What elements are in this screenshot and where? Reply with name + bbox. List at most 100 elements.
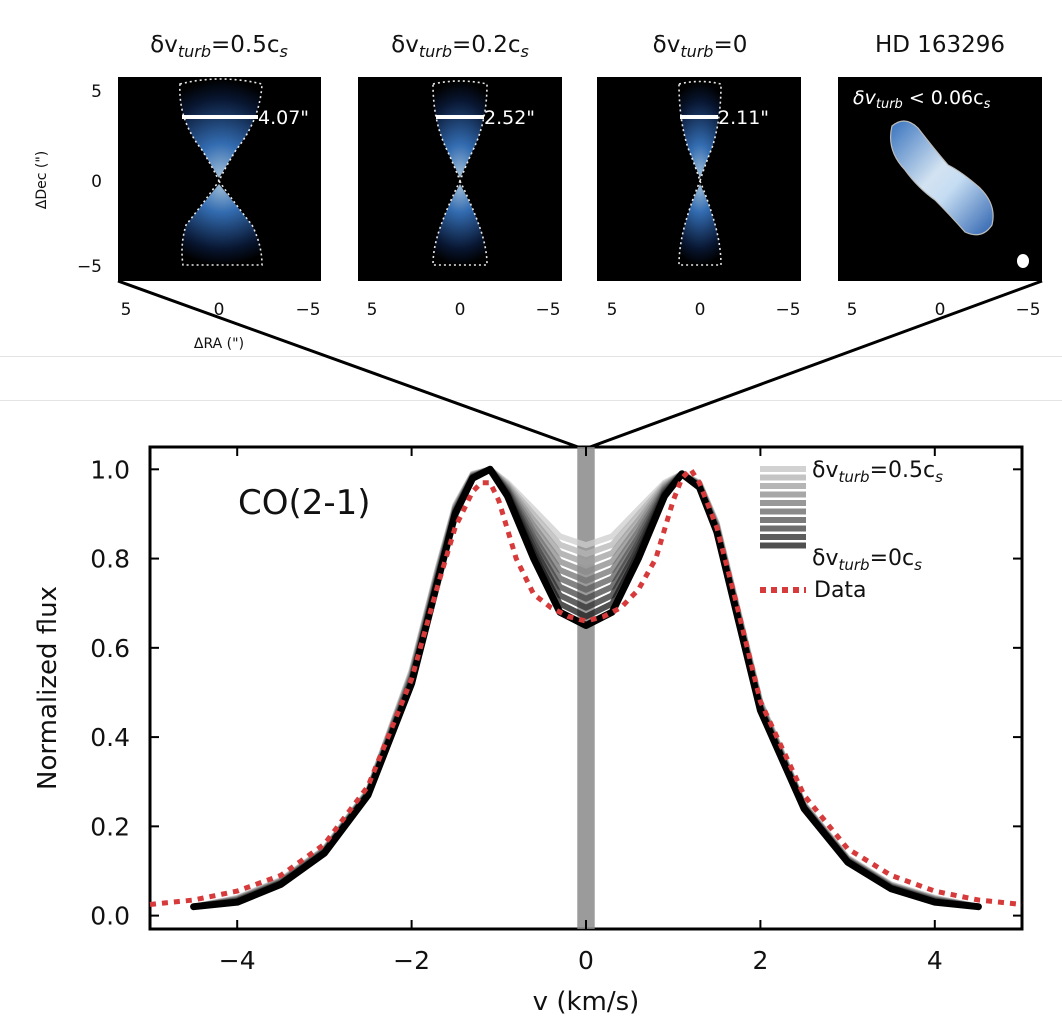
legend-swatch bbox=[760, 474, 806, 481]
band-layer bbox=[577, 447, 595, 929]
upper-separator bbox=[0, 356, 1062, 357]
y-tick-label: 0.8 bbox=[90, 545, 130, 574]
title-suffix: =0.2c bbox=[452, 32, 521, 58]
series-data bbox=[149, 465, 1023, 907]
zoom-line-left bbox=[117, 279, 579, 449]
title-sub: turb bbox=[178, 42, 211, 61]
panel-group: δvturb=0.5cs 4.07" δvturb=0.2cs 2.52" δv… bbox=[34, 32, 1043, 449]
data-layer bbox=[149, 465, 1023, 907]
outflow-lower-lobe bbox=[679, 184, 721, 265]
panel-ytick-top: 5 bbox=[91, 82, 102, 102]
panel-ylabel: ΔDec (") bbox=[34, 151, 50, 209]
x-tick-label: 4 bbox=[927, 946, 943, 975]
chart-annotation: CO(2-1) bbox=[238, 483, 371, 523]
zoom-line-right bbox=[589, 279, 1043, 449]
panel-title: δvturb=0 bbox=[653, 32, 748, 61]
title-suffix: =0 bbox=[713, 32, 747, 58]
legend-top-sub2: s bbox=[935, 468, 943, 486]
ptick-1-mid: 0 bbox=[214, 300, 225, 320]
legend: δvturb=0.5cs δvturb=0cs Data bbox=[760, 458, 943, 603]
inset-prefix: δv bbox=[853, 87, 877, 109]
legend-swatch bbox=[760, 517, 806, 523]
x-tick-label: 2 bbox=[752, 946, 768, 975]
legend-data-label: Data bbox=[814, 578, 867, 603]
title-suffix: =0.5c bbox=[211, 32, 280, 58]
ptick-1-left: 5 bbox=[121, 300, 132, 320]
y-tick-label: 0.2 bbox=[90, 812, 130, 841]
panel-xlabel: ΔRA (") bbox=[194, 336, 244, 352]
width-label: 2.52" bbox=[484, 107, 535, 129]
ptick-2-left: 5 bbox=[367, 300, 378, 320]
width-label: 4.07" bbox=[258, 107, 309, 129]
velocity-band bbox=[577, 447, 595, 929]
legend-gradient-swatches bbox=[760, 466, 806, 549]
ptick-1-right: −5 bbox=[295, 300, 320, 320]
legend-top-label: δvturb=0.5cs bbox=[812, 458, 943, 486]
title-sub: turb bbox=[680, 42, 713, 61]
beam-ellipse bbox=[1017, 254, 1029, 268]
ptick-4-right: −5 bbox=[1015, 300, 1040, 320]
inset-sub2: s bbox=[984, 97, 991, 112]
legend-top-prefix: δv bbox=[812, 458, 838, 483]
legend-bottom-label: δvturb=0cs bbox=[812, 546, 922, 574]
legend-swatch bbox=[760, 500, 806, 506]
panel-title: δvturb=0.5cs bbox=[150, 32, 288, 61]
x-tick-label: −2 bbox=[393, 946, 430, 975]
title-prefix: δv bbox=[653, 32, 681, 58]
inset-sub: turb bbox=[876, 97, 903, 112]
panel-ytick-mid: 0 bbox=[91, 172, 102, 192]
legend-top-suffix: =0.5c bbox=[870, 458, 936, 483]
outflow-upper-lobe bbox=[179, 79, 262, 178]
panel-xticks: 5 0 −5 5 0 −5 5 0 −5 5 0 −5 bbox=[121, 300, 1041, 320]
outflow-upper-lobe bbox=[679, 81, 721, 178]
outflow-contour bbox=[179, 78, 263, 266]
legend-bottom-sub: turb bbox=[838, 556, 869, 574]
title-prefix: δv bbox=[391, 32, 419, 58]
legend-top-sub: turb bbox=[838, 468, 869, 486]
x-tick-label: 0 bbox=[578, 946, 594, 975]
ptick-2-mid: 0 bbox=[455, 300, 466, 320]
width-label: 2.11" bbox=[718, 107, 769, 129]
legend-swatch bbox=[760, 534, 806, 540]
line-chart: −4 −2 0 2 4 0.0 0.2 0.4 0.6 0.8 1.0 CO(2-1) v (km/… bbox=[33, 445, 1024, 1017]
legend-swatch bbox=[760, 525, 806, 532]
lower-separator bbox=[0, 400, 1062, 401]
title-sub: turb bbox=[419, 42, 452, 61]
legend-swatch bbox=[760, 508, 806, 515]
legend-bottom-prefix: δv bbox=[812, 546, 838, 571]
y-tick-label: 0.4 bbox=[90, 723, 130, 752]
panel-turb-0-5: δvturb=0.5cs 4.07" bbox=[118, 32, 321, 281]
title-sub2: s bbox=[280, 42, 288, 61]
inset-mid: < 0.06c bbox=[903, 87, 984, 109]
outflow-upper-lobe bbox=[433, 81, 487, 178]
series-turb-0 bbox=[190, 465, 982, 911]
panel-ytick-bot: −5 bbox=[77, 257, 102, 277]
inset-label: δvturb < 0.06cs bbox=[853, 87, 991, 112]
ptick-4-left: 5 bbox=[847, 300, 858, 320]
title-prefix: δv bbox=[150, 32, 178, 58]
outflow-contour bbox=[678, 80, 722, 266]
legend-swatch bbox=[760, 466, 806, 472]
panel-hd163296: HD 163296 δvturb < 0.06cs bbox=[838, 32, 1042, 281]
ptick-3-mid: 0 bbox=[695, 300, 706, 320]
legend-swatch bbox=[760, 542, 806, 549]
ticks-layer: −4 −2 0 2 4 0.0 0.2 0.4 0.6 0.8 1.0 bbox=[90, 447, 1022, 975]
outflow-lower-lobe bbox=[433, 184, 487, 265]
y-tick-label: 0.0 bbox=[90, 902, 130, 931]
panel-turb-0: δvturb=0 2.11" bbox=[597, 32, 801, 281]
panel-turb-0-2: δvturb=0.2cs 2.52" bbox=[358, 32, 562, 281]
x-axis-label: v (km/s) bbox=[533, 987, 640, 1017]
outflow-lower-lobe bbox=[182, 184, 262, 265]
ptick-3-right: −5 bbox=[775, 300, 800, 320]
legend-swatch bbox=[760, 483, 806, 489]
ptick-3-left: 5 bbox=[607, 300, 618, 320]
y-axis-label: Normalized flux bbox=[33, 586, 63, 790]
outflow-contour bbox=[432, 80, 488, 266]
panel-title: HD 163296 bbox=[875, 32, 1005, 58]
ptick-4-mid: 0 bbox=[935, 300, 946, 320]
legend-swatch bbox=[760, 491, 806, 498]
title-sub2: s bbox=[521, 42, 529, 61]
legend-bottom-sub2: s bbox=[914, 556, 922, 574]
ptick-2-right: −5 bbox=[535, 300, 560, 320]
